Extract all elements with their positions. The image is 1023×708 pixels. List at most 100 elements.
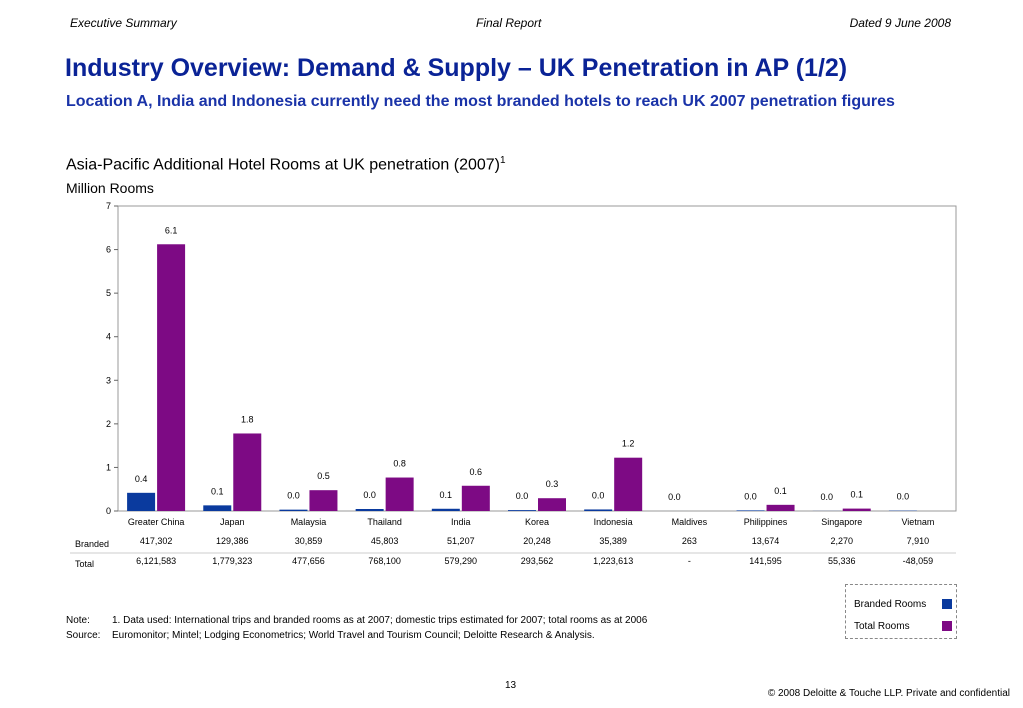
data-label-branded: 0.0 <box>897 492 910 502</box>
table-cell: 30,859 <box>295 536 323 546</box>
chart-title: Asia-Pacific Additional Hotel Rooms at U… <box>66 155 506 174</box>
data-label-branded: 0.0 <box>592 490 605 500</box>
y-tick-label: 3 <box>106 375 111 385</box>
legend-label-branded: Branded Rooms <box>854 599 927 610</box>
table-cell: 579,290 <box>445 556 478 566</box>
chart-unit-label: Million Rooms <box>66 180 154 196</box>
table-cell: 1,223,613 <box>593 556 633 566</box>
bar-branded <box>508 510 536 511</box>
data-label-total: 1.2 <box>622 439 635 449</box>
data-label-branded: 0.0 <box>744 491 757 501</box>
header-left-text: Executive Summary <box>70 16 177 30</box>
table-cell: 45,803 <box>371 536 399 546</box>
data-label-branded: 0.0 <box>287 491 300 501</box>
header-date-text: Dated 9 June 2008 <box>849 16 951 30</box>
plot-area-frame <box>117 205 957 512</box>
page-subtitle: Location A, India and Indonesia currentl… <box>66 93 895 110</box>
x-category-label: Maldives <box>672 517 708 527</box>
bar-branded <box>203 505 232 511</box>
x-category-label: India <box>451 517 471 527</box>
table-cell: - <box>688 556 691 566</box>
table-cell: 417,302 <box>140 536 173 546</box>
x-category-label: Vietnam <box>901 517 934 527</box>
table-cell: 6,121,583 <box>136 556 176 566</box>
table-cell: 51,207 <box>447 536 475 546</box>
bar-branded <box>584 509 613 511</box>
x-category-label: Greater China <box>128 517 185 527</box>
bar-total <box>842 508 871 511</box>
bar-branded <box>431 508 460 511</box>
x-category-label: Korea <box>525 517 549 527</box>
bar-total <box>309 490 338 511</box>
data-label-branded: 0.0 <box>820 492 833 502</box>
x-category-label: Indonesia <box>594 517 633 527</box>
table-cell: 35,389 <box>599 536 627 546</box>
x-category-label: Japan <box>220 517 245 527</box>
footnote: Note: 1. Data used: International trips a… <box>66 613 647 643</box>
bar-branded <box>355 509 384 511</box>
data-label-total: 0.6 <box>470 467 483 477</box>
data-label-total: 1.8 <box>241 414 254 424</box>
data-label-branded: 0.0 <box>668 492 681 502</box>
chart-legend: Branded Rooms Total Rooms <box>845 584 957 639</box>
bar-branded <box>736 510 765 511</box>
table-cell: 141,595 <box>749 556 782 566</box>
y-tick-label: 1 <box>106 462 111 472</box>
table-row-label: Total <box>75 559 94 569</box>
header-center-text: Final Report <box>476 16 542 30</box>
bar-total <box>233 433 262 511</box>
data-label-branded: 0.1 <box>211 486 224 496</box>
page-title: Industry Overview: Demand & Supply – UK … <box>65 54 848 82</box>
source-line: Source: Euromonitor; Mintel; Lodging Econ… <box>66 628 647 643</box>
chart-title-text: Asia-Pacific Additional Hotel Rooms at U… <box>66 156 500 174</box>
data-label-branded: 0.0 <box>516 491 529 501</box>
table-cell: 20,248 <box>523 536 551 546</box>
bar-total <box>385 477 414 511</box>
legend-swatch-branded <box>942 599 952 609</box>
data-label-total: 0.1 <box>850 490 863 500</box>
page-number: 13 <box>505 680 517 691</box>
data-label-total: 0.5 <box>317 471 330 481</box>
bar-branded <box>279 509 308 511</box>
chart-title-footnote-ref: 1 <box>500 155 506 166</box>
data-label-branded: 0.0 <box>363 490 376 500</box>
data-label-branded: 0.4 <box>135 474 148 484</box>
copyright-text: © 2008 Deloitte & Touche LLP. Private an… <box>767 688 1010 699</box>
legend-swatch-total <box>942 621 952 631</box>
table-cell: 55,336 <box>828 556 856 566</box>
bar-total <box>157 244 186 512</box>
table-cell: 477,656 <box>292 556 325 566</box>
data-label-total: 0.3 <box>546 479 559 489</box>
x-category-label: Philippines <box>744 517 788 527</box>
data-label-total: 0.8 <box>393 459 406 469</box>
note-label: Note: <box>66 615 90 626</box>
bar-total <box>766 504 795 511</box>
bar-total <box>614 457 643 511</box>
table-cell: 1,779,323 <box>212 556 252 566</box>
note-line: Note: 1. Data used: International trips a… <box>66 613 647 628</box>
source-text: Euromonitor; Mintel; Lodging Econometric… <box>112 630 595 641</box>
note-text: 1. Data used: International trips and br… <box>112 615 648 626</box>
y-tick-label: 2 <box>106 419 111 429</box>
data-label-total: 0.1 <box>774 486 787 496</box>
source-label: Source: <box>66 630 101 641</box>
x-category-label: Thailand <box>367 517 402 527</box>
y-tick-label: 7 <box>106 201 111 211</box>
y-tick-label: 5 <box>106 288 111 298</box>
legend-label-total: Total Rooms <box>854 621 910 632</box>
table-row-label: Branded <box>75 539 109 549</box>
bar-branded <box>127 492 156 511</box>
x-category-label: Singapore <box>821 517 862 527</box>
bar-total <box>461 485 490 511</box>
table-cell: 768,100 <box>368 556 401 566</box>
y-tick-label: 6 <box>106 245 111 255</box>
y-tick-label: 0 <box>106 506 111 516</box>
table-cell: -48,059 <box>903 556 934 566</box>
table-cell: 129,386 <box>216 536 249 546</box>
data-label-branded: 0.1 <box>440 490 453 500</box>
table-cell: 263 <box>682 536 697 546</box>
y-tick-label: 4 <box>106 332 111 342</box>
data-label-total: 6.1 <box>165 225 178 235</box>
table-cell: 2,270 <box>830 536 853 546</box>
